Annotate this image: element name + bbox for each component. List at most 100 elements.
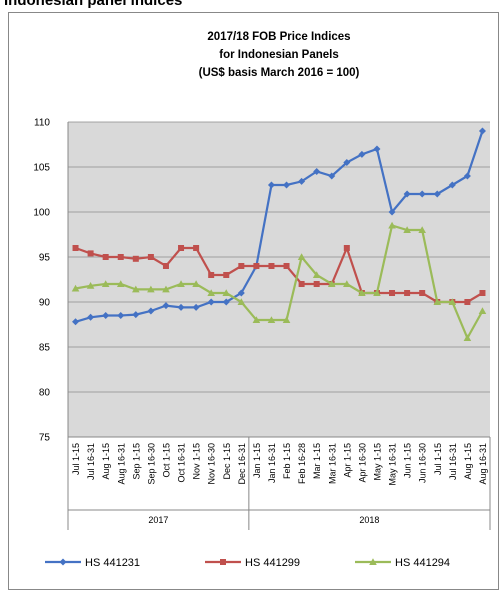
data-point bbox=[448, 181, 456, 189]
data-point bbox=[268, 263, 275, 269]
data-point bbox=[298, 281, 305, 287]
legend-marker bbox=[220, 559, 226, 565]
data-point bbox=[373, 289, 381, 296]
x-tick-label: Dec 1-15 bbox=[222, 443, 232, 480]
data-point bbox=[403, 226, 411, 233]
data-point bbox=[313, 281, 320, 287]
data-point bbox=[478, 307, 487, 314]
series-line bbox=[75, 224, 484, 341]
data-point bbox=[132, 311, 140, 319]
legend-label: HS 441294 bbox=[395, 557, 450, 569]
legend-marker bbox=[369, 558, 377, 565]
data-point bbox=[162, 285, 170, 293]
x-tick-label: Aug 1-15 bbox=[101, 443, 111, 480]
data-point bbox=[208, 272, 215, 278]
x-tick-label: Jul 16-31 bbox=[448, 443, 458, 480]
data-point bbox=[116, 280, 125, 287]
x-tick-label: Sep 16-30 bbox=[146, 443, 156, 485]
x-tick-label: Jan 1-15 bbox=[252, 443, 262, 478]
data-point bbox=[102, 312, 110, 319]
group-label: 2018 bbox=[359, 515, 379, 525]
x-tick-label: Oct 1-15 bbox=[161, 443, 171, 478]
data-point bbox=[282, 316, 291, 323]
legend-label: HS 441231 bbox=[85, 557, 140, 569]
x-tick-label: Jul 1-15 bbox=[433, 443, 443, 475]
x-tick-label: Aug 16-31 bbox=[116, 443, 126, 485]
data-point bbox=[132, 255, 139, 262]
data-point bbox=[388, 208, 396, 216]
y-tick-label: 85 bbox=[39, 343, 51, 354]
data-point bbox=[207, 298, 215, 306]
data-point bbox=[132, 285, 140, 293]
data-point bbox=[252, 316, 261, 323]
data-point bbox=[86, 282, 95, 289]
data-point bbox=[207, 289, 215, 296]
x-tick-label: Aug 1-15 bbox=[463, 443, 473, 480]
data-point bbox=[343, 245, 350, 251]
data-point bbox=[117, 312, 125, 319]
y-tick-label: 90 bbox=[39, 298, 51, 309]
data-point bbox=[388, 221, 396, 229]
data-point bbox=[433, 298, 442, 305]
data-point bbox=[328, 172, 336, 180]
x-tick-label: Oct 16-31 bbox=[177, 443, 187, 483]
data-point bbox=[87, 313, 95, 321]
data-point bbox=[71, 284, 80, 292]
data-point bbox=[404, 290, 411, 296]
data-point bbox=[162, 263, 169, 269]
data-point bbox=[147, 254, 154, 260]
data-point bbox=[177, 280, 185, 287]
x-tick-label: Mar 16-31 bbox=[327, 443, 337, 484]
data-point bbox=[297, 253, 306, 260]
data-point bbox=[358, 289, 366, 296]
data-point bbox=[464, 299, 471, 305]
legend-marker bbox=[59, 558, 67, 566]
data-point bbox=[312, 271, 321, 278]
data-point bbox=[433, 190, 441, 198]
data-point bbox=[192, 303, 200, 311]
data-point bbox=[283, 181, 291, 189]
data-point bbox=[343, 280, 351, 287]
x-tick-label: Apr 1-15 bbox=[342, 443, 352, 478]
data-point bbox=[87, 250, 94, 257]
data-point bbox=[343, 159, 351, 166]
data-point bbox=[298, 177, 306, 185]
x-tick-label: Feb 1-15 bbox=[282, 443, 292, 479]
data-point bbox=[373, 145, 381, 153]
series-line bbox=[75, 130, 484, 323]
data-point bbox=[313, 168, 321, 175]
x-tick-label: May 16-31 bbox=[388, 443, 398, 486]
data-point bbox=[223, 272, 230, 278]
data-point bbox=[72, 245, 79, 251]
y-tick-label: 110 bbox=[34, 118, 50, 129]
y-tick-label: 95 bbox=[39, 253, 51, 264]
x-tick-label: Jun 1-15 bbox=[403, 443, 413, 478]
y-tick-label: 100 bbox=[33, 208, 50, 219]
data-point bbox=[238, 263, 245, 269]
data-point bbox=[147, 307, 155, 315]
x-tick-label: Aug 16-31 bbox=[478, 443, 488, 485]
data-point bbox=[192, 280, 200, 287]
data-point bbox=[162, 302, 170, 310]
data-point bbox=[418, 226, 426, 233]
data-point bbox=[283, 263, 290, 269]
data-point bbox=[478, 127, 486, 135]
data-point bbox=[327, 280, 336, 287]
data-point bbox=[403, 190, 411, 198]
data-point bbox=[389, 290, 396, 296]
data-point bbox=[72, 318, 80, 326]
data-point bbox=[463, 334, 472, 341]
data-point bbox=[448, 298, 457, 305]
x-tick-label: Jun 16-30 bbox=[418, 443, 428, 483]
data-point bbox=[101, 280, 110, 287]
x-tick-label: May 1-15 bbox=[372, 443, 382, 481]
data-point bbox=[178, 245, 185, 251]
y-tick-label: 80 bbox=[39, 388, 51, 399]
x-tick-label: Dec 16-31 bbox=[237, 443, 247, 485]
data-point bbox=[222, 289, 231, 296]
x-tick-label: Apr 16-30 bbox=[357, 443, 367, 483]
chart-title: 2017/18 FOB Price Indices bbox=[207, 31, 350, 43]
x-tick-label: Jan 16-31 bbox=[267, 443, 277, 483]
data-point bbox=[193, 245, 200, 251]
